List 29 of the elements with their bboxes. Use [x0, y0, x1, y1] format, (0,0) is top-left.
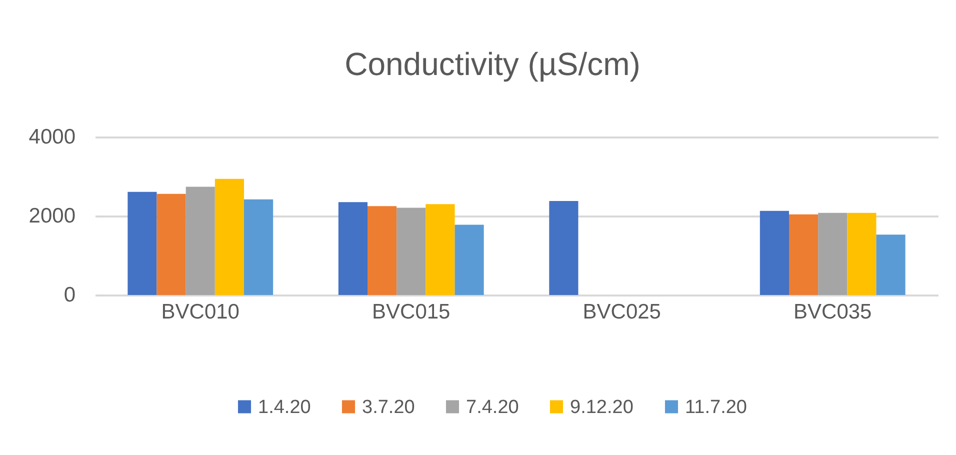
chart-title: Conductivity (µS/cm)	[344, 46, 640, 82]
bar	[396, 208, 426, 295]
legend-label: 3.7.20	[362, 396, 415, 418]
bar	[818, 212, 848, 295]
bar	[214, 178, 244, 295]
legend-label: 7.4.20	[466, 396, 519, 418]
bar	[760, 210, 789, 295]
bar	[244, 199, 274, 295]
bar	[156, 194, 186, 295]
y-tick-label: 2000	[28, 204, 76, 228]
x-tick-label: BVC010	[161, 300, 240, 324]
bar	[128, 192, 157, 295]
x-tick-label: BVC015	[372, 300, 450, 324]
legend-label: 1.4.20	[258, 396, 311, 418]
bar	[338, 202, 368, 295]
legend-label: 11.7.20	[685, 396, 747, 418]
x-tick-label: BVC035	[794, 300, 872, 324]
x-tick-label: BVC025	[582, 300, 661, 324]
bar	[847, 212, 876, 295]
bar	[426, 204, 455, 295]
bar	[789, 214, 818, 295]
bar	[186, 186, 215, 295]
legend-label: 9.12.20	[570, 396, 634, 418]
bar	[549, 200, 578, 295]
bar	[876, 234, 906, 295]
bar	[368, 206, 397, 295]
bar	[454, 224, 484, 295]
y-tick-label: 4000	[28, 126, 76, 148]
y-tick-label: 0	[64, 284, 76, 306]
